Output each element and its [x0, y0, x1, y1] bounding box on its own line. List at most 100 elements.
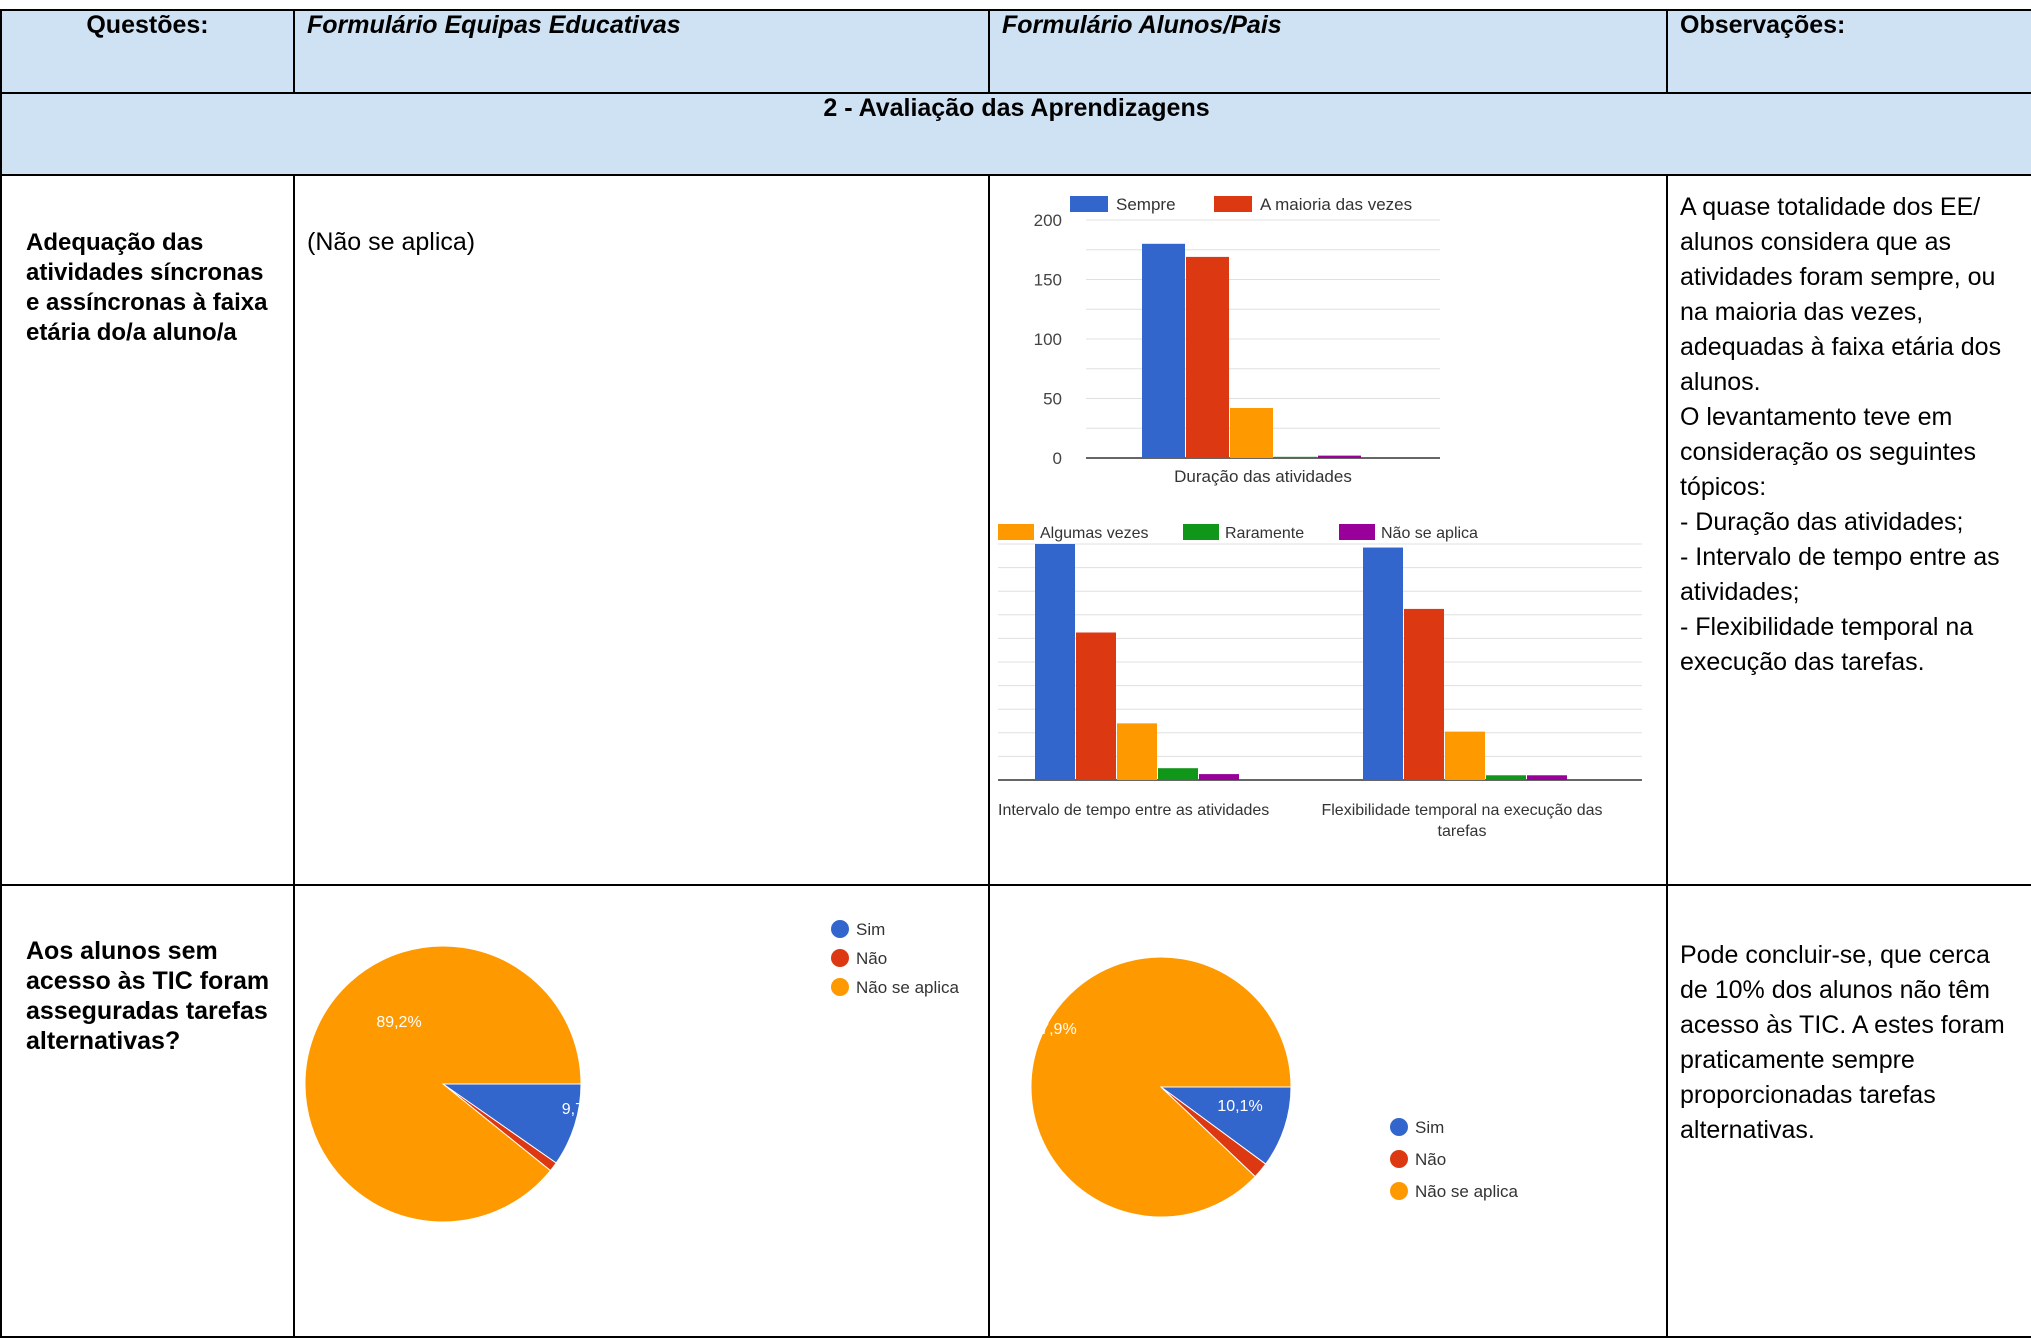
section-title: 2 - Avaliação das Aprendizagens [0, 92, 2031, 176]
y-tick-label: 0 [1053, 449, 1062, 468]
legend-swatch [1339, 524, 1375, 540]
row-adequacao: Adequação das atividades síncronas e ass… [0, 174, 2031, 886]
bar-sempre [1142, 243, 1185, 458]
pie-slice-label: 87,9% [1031, 1021, 1076, 1038]
obs-line: proporcionadas tarefas [1680, 1081, 1936, 1109]
observacoes-text-1: A quase totalidade dos EE/ alunos consid… [1668, 176, 2031, 680]
header-equipas: Formulário Equipas Educativas [293, 9, 990, 94]
bar-não-se-aplica [1318, 455, 1361, 458]
question-cell: Adequação das atividades síncronas e ass… [0, 174, 295, 886]
obs-line: execução das tarefas. [1680, 648, 1925, 676]
legend-swatch [1070, 196, 1108, 212]
alunos-pie-cell: 10,1% 87,9% Sim Não Não se aplica [988, 884, 1668, 1338]
obs-line: consideração os seguintes [1680, 438, 1977, 466]
legend-swatch [831, 978, 849, 996]
equipas-cell: (Não se aplica) [293, 174, 990, 886]
pie-slice-label: 9,7% [562, 1101, 598, 1118]
pie-slice-não-se-aplica [304, 945, 582, 1223]
header-row: Questões: Formulário Equipas Educativas … [0, 9, 2031, 94]
pie-slice-sim [441, 1083, 582, 1164]
legend-swatch [998, 524, 1034, 540]
question-tarefas: Aos alunos sem acesso às TIC foram asseg… [26, 937, 270, 1055]
x-category-label: Flexibilidade temporal na execução das [1321, 802, 1602, 819]
question-cell: Aos alunos sem acesso às TIC foram asseg… [0, 884, 295, 1338]
bar-sempre [1035, 544, 1075, 780]
observacoes-text-2: Pode concluir-se, que cerca de 10% dos a… [1668, 886, 2031, 1148]
legend-label: Não se aplica [1381, 525, 1478, 542]
legend-label: Raramente [1225, 525, 1304, 542]
legend-label: Sim [1415, 1118, 1444, 1137]
obs-line: praticamente sempre [1680, 1046, 1915, 1074]
legend-swatch [831, 920, 849, 938]
question-adequacao: Adequação das atividades síncronas e ass… [26, 229, 268, 346]
y-tick-label: 100 [1034, 330, 1062, 349]
observacoes-cell: Pode concluir-se, que cerca de 10% dos a… [1666, 884, 2031, 1338]
obs-line: atividades; [1680, 578, 1800, 606]
obs-line: alternativas. [1680, 1116, 1815, 1144]
bar-raramente [1274, 456, 1317, 458]
y-tick-label: 200 [1034, 211, 1062, 230]
bar-chart-intervalo-flexibilidade: Intervalo de tempo entre as atividades Fl… [998, 520, 1642, 840]
obs-line: Pode concluir-se, que cerca [1680, 941, 1990, 969]
obs-line: O levantamento teve em [1680, 403, 1953, 431]
pie-chart-alunos: 10,1% 87,9% Sim Não Não se aplica [1030, 956, 1519, 1218]
bar-sempre [1363, 547, 1403, 780]
legend-label: Sempre [1116, 195, 1176, 214]
y-tick-label: 150 [1034, 271, 1062, 290]
legend-label: Não se aplica [856, 978, 960, 997]
obs-line: adequadas à faixa etária dos [1680, 333, 2002, 361]
legend-label: Não se aplica [1415, 1182, 1519, 1201]
bar-a-maioria-das-vezes [1186, 256, 1229, 458]
pie-chart-equipas: 9,7% 89,2% Sim Não Não se aplica [304, 920, 960, 1223]
header-questoes: Questões: [0, 9, 295, 94]
obs-line: na maioria das vezes, [1680, 298, 1924, 326]
pie-slice-não-se-aplica [1030, 956, 1292, 1218]
legend-label: Algumas vezes [1040, 525, 1149, 542]
obs-line: A quase totalidade dos EE/ [1680, 193, 1981, 221]
legend-background [998, 520, 1638, 542]
legend-label: Sim [856, 920, 885, 939]
row-tarefas-alternativas: Aos alunos sem acesso às TIC foram asseg… [0, 884, 2031, 1338]
legend-swatch [1390, 1182, 1408, 1200]
bar-não-se-aplica [1527, 775, 1567, 780]
obs-line: alunos considera que as [1680, 228, 1952, 256]
legend-swatch [1390, 1118, 1408, 1136]
obs-line: - Flexibilidade temporal na [1680, 613, 1974, 641]
obs-line: - Intervalo de tempo entre as [1680, 543, 2000, 571]
bar-raramente [1486, 775, 1526, 780]
legend-label: A maioria das vezes [1260, 195, 1412, 214]
legend-label: Não [856, 949, 887, 968]
nao-se-aplica-text: (Não se aplica) [307, 228, 476, 256]
obs-line: tópicos: [1680, 473, 1767, 501]
obs-line: alunos. [1680, 368, 1761, 396]
pie-slice-label: 89,2% [376, 1014, 421, 1031]
bar-a-maioria-das-vezes [1076, 632, 1116, 780]
bar-algumas-vezes [1445, 731, 1485, 780]
pie-slice-label: 10,1% [1217, 1098, 1262, 1115]
bar-chart-duracao: 0 50 100 150 200 Duração das atividades Sempre… [1034, 195, 1440, 486]
legend-swatch [1214, 196, 1252, 212]
equipas-pie-cell: 9,7% 89,2% Sim Não Não se aplica [293, 884, 990, 1338]
obs-line: atividades foram sempre, ou [1680, 263, 1996, 291]
legend-label: Não [1415, 1150, 1446, 1169]
header-alunos: Formulário Alunos/Pais [988, 9, 1668, 94]
pie-slice-sim [1159, 1086, 1292, 1165]
obs-line: acesso às TIC. A estes foram [1680, 1011, 2005, 1039]
x-category-label: Duração das atividades [1174, 467, 1352, 486]
legend-swatch [1390, 1150, 1408, 1168]
bar-raramente [1158, 768, 1198, 780]
obs-line: - Duração das atividades; [1680, 508, 1964, 536]
bar-a-maioria-das-vezes [1404, 608, 1444, 780]
evaluation-table: Questões: Formulário Equipas Educativas … [0, 9, 2031, 1338]
bar-não-se-aplica [1199, 774, 1239, 780]
obs-line: de 10% dos alunos não têm [1680, 976, 1990, 1004]
section-row: 2 - Avaliação das Aprendizagens [0, 92, 2031, 176]
legend-swatch [831, 949, 849, 967]
alunos-chart-cell: 0 50 100 150 200 Duração das atividades Sempre… [988, 174, 1668, 886]
bar-algumas-vezes [1117, 723, 1157, 780]
legend-swatch [1183, 524, 1219, 540]
observacoes-cell: A quase totalidade dos EE/ alunos consid… [1666, 174, 2031, 886]
x-category-label: Intervalo de tempo entre as atividades [998, 802, 1269, 819]
header-observacoes: Observações: [1666, 9, 2031, 94]
bar-algumas-vezes [1230, 408, 1273, 458]
